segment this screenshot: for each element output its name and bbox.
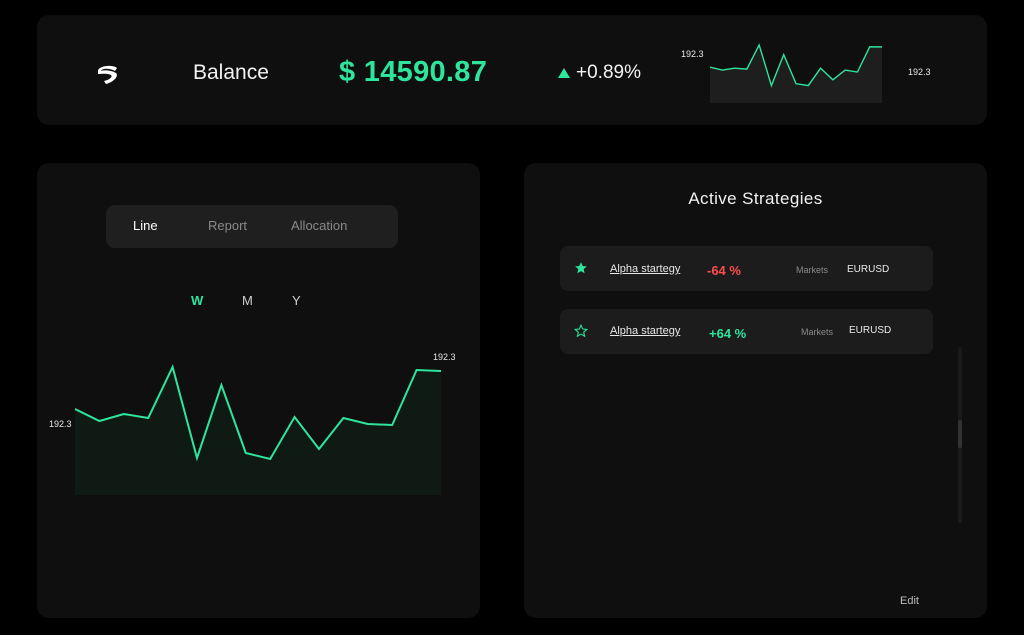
market-symbol: EURUSD [847,264,890,275]
star-outline-icon[interactable] [574,324,588,338]
edit-button[interactable]: Edit [900,595,919,607]
strategy-name-link[interactable]: Alpha startegy [610,263,681,275]
mini-chart-right-label: 192.3 [908,67,931,77]
period-week[interactable]: W [191,293,204,308]
tab-report[interactable]: Report [208,218,248,233]
swoosh-logo-icon [98,65,117,84]
market-symbol: EURUSD [849,325,892,336]
markets-label: Markets [801,327,834,337]
balance-change-value: +0.89% [576,62,641,83]
chart-card: Line Report Allocation W M Y 192.3 192.3 [37,163,480,618]
view-tabs: Line Report Allocation [106,205,398,248]
chart-area-fill [710,44,882,103]
period-month[interactable]: M [242,293,253,308]
chart-left-label: 192.3 [49,419,72,429]
star-filled-icon[interactable] [574,261,588,275]
chart-series-line [75,364,441,462]
balance-value: $ 14590.87 [339,56,488,88]
strategy-row[interactable]: Alpha startegy +64 % Markets EURUSD [560,309,933,354]
balance-label: Balance [193,61,269,84]
triangle-up-icon [558,68,570,78]
strategy-name-link[interactable]: Alpha startegy [610,325,681,337]
strategy-row[interactable]: Alpha startegy -64 % Markets EURUSD [560,246,933,291]
chart-right-label: 192.3 [433,352,456,362]
chart-series-line [710,43,882,88]
strategy-percent: -64 % [707,263,741,278]
chart-area-fill [75,367,441,495]
balance-change: +0.89% [558,62,641,84]
tab-allocation[interactable]: Allocation [291,218,348,233]
scrollbar-thumb[interactable] [958,420,962,448]
period-year[interactable]: Y [292,293,301,308]
markets-label: Markets [796,265,829,275]
strategy-percent: +64 % [709,326,747,341]
mini-chart-left-label: 192.3 [681,49,704,59]
balance-card: Balance $ 14590.87 +0.89% 192.3 192.3 [37,15,987,125]
strategies-title: Active Strategies [688,189,823,208]
line-chart [75,364,441,495]
tab-line[interactable]: Line [133,218,158,233]
strategies-card: Active Strategies Alpha startegy -64 % M… [524,163,987,618]
mini-sparkline-chart [710,43,882,103]
strategies-scrollbar[interactable] [958,347,962,523]
